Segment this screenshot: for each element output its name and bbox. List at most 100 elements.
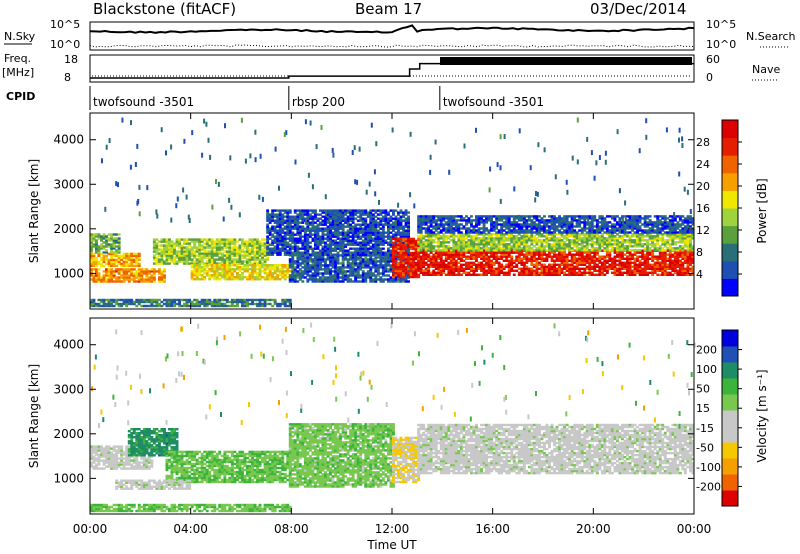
heatmap-cell <box>346 280 350 283</box>
heatmap-cell <box>341 239 345 242</box>
heatmap-cell <box>510 233 514 236</box>
heatmap-cell <box>308 227 312 230</box>
heatmap-cell <box>95 247 98 250</box>
heatmap-cell <box>137 276 141 279</box>
heatmap-cell <box>376 245 380 248</box>
heatmap-cell <box>540 263 544 266</box>
heatmap-cell <box>215 270 219 273</box>
heatmap-cell <box>107 264 111 268</box>
heatmap-cell <box>180 256 184 259</box>
heatmap-cell <box>424 269 428 272</box>
heatmap-cell <box>95 262 98 266</box>
heatmap-cell <box>530 261 534 264</box>
heatmap-cell <box>638 269 642 272</box>
heatmap-cell <box>266 256 270 259</box>
heatmap-cell <box>321 223 325 226</box>
heatmap-cell <box>319 276 322 279</box>
heatmap-cell <box>308 264 312 267</box>
heatmap-cell <box>200 262 204 265</box>
heatmap-cell <box>399 275 403 279</box>
heatmap-cell <box>271 272 275 275</box>
heatmap-cell <box>439 261 443 264</box>
heatmap-cell <box>243 298 247 302</box>
heatmap-cell <box>120 276 124 279</box>
heatmap-cell <box>517 239 521 242</box>
heatmap-cell <box>314 229 317 232</box>
heatmap-cell <box>555 257 559 260</box>
heatmap-cell <box>100 245 103 248</box>
heatmap-cell <box>223 240 227 243</box>
heatmap-cell <box>152 250 156 253</box>
heatmap-cell <box>522 257 526 260</box>
heatmap-cell <box>500 271 504 274</box>
heatmap-cell <box>470 267 473 270</box>
heatmap-cell <box>638 263 642 266</box>
heatmap-cell <box>379 256 383 259</box>
heatmap-cell <box>522 255 526 258</box>
heatmap-cell <box>515 239 519 242</box>
heatmap-cell <box>407 271 410 275</box>
heatmap-cell <box>683 251 687 254</box>
heatmap-cell <box>389 239 393 242</box>
heatmap-cell <box>414 247 418 251</box>
heatmap-cell <box>258 264 262 267</box>
heatmap-cell <box>553 247 556 250</box>
heatmap-cell <box>213 242 217 245</box>
heatmap-cell <box>361 278 365 281</box>
heatmap-cell <box>550 257 554 260</box>
heatmap-cell <box>683 271 687 274</box>
heatmap-cell <box>344 221 348 224</box>
heatmap-cell <box>364 274 368 277</box>
heatmap-cell <box>558 263 561 266</box>
heatmap-cell <box>457 233 461 236</box>
heatmap-cell <box>661 257 665 260</box>
heatmap-cell <box>432 241 436 244</box>
heatmap-cell <box>668 263 672 266</box>
heatmap-cell <box>278 237 282 240</box>
heatmap-cell <box>397 258 400 261</box>
heatmap-cell <box>641 267 645 270</box>
heatmap-cell <box>570 253 574 256</box>
cpid-row: CPID twofsound -3501 rbsp 200 twofsound -3… <box>6 86 544 110</box>
heatmap-cell <box>689 269 692 272</box>
heatmap-cell <box>344 276 348 279</box>
heatmap-cell <box>346 215 350 218</box>
heatmap-cell <box>195 272 199 275</box>
heatmap-cell <box>379 243 383 246</box>
heatmap-cell <box>593 235 597 238</box>
heatmap-cell <box>520 257 524 260</box>
heatmap-cell <box>125 278 129 281</box>
heatmap-cell <box>183 256 186 259</box>
heatmap-cell <box>298 258 302 261</box>
heatmap-cell <box>371 239 375 242</box>
heatmap-cell <box>671 261 675 264</box>
heatmap-cell <box>246 278 249 281</box>
heatmap-cell <box>175 250 179 253</box>
heatmap-cell <box>230 270 234 273</box>
heatmap-cell <box>376 231 380 234</box>
heatmap-cell <box>387 270 390 273</box>
heatmap-cell <box>228 276 232 279</box>
heatmap-cell <box>346 274 350 277</box>
heatmap-cell <box>163 260 166 263</box>
heatmap-cell <box>286 245 290 248</box>
heatmap-cell <box>490 249 493 252</box>
heatmap-cell <box>626 269 629 272</box>
heatmap-cell <box>397 229 400 232</box>
heatmap-cell <box>482 269 486 272</box>
heatmap-cell <box>568 263 572 266</box>
heatmap-cell <box>444 273 448 276</box>
heatmap-cell <box>276 221 280 224</box>
heatmap-cell <box>316 245 320 248</box>
heatmap-cell <box>369 229 373 232</box>
heatmap-cell <box>198 238 202 241</box>
heatmap-cell <box>183 252 186 255</box>
heatmap-cell <box>253 302 257 306</box>
heatmap-cell <box>608 263 612 266</box>
heatmap-cell <box>553 243 556 246</box>
heatmap-cell <box>356 272 360 275</box>
heatmap-cell <box>344 233 348 236</box>
heatmap-cell <box>273 278 277 281</box>
heatmap-cell <box>223 260 227 263</box>
heatmap-cell <box>314 211 317 214</box>
